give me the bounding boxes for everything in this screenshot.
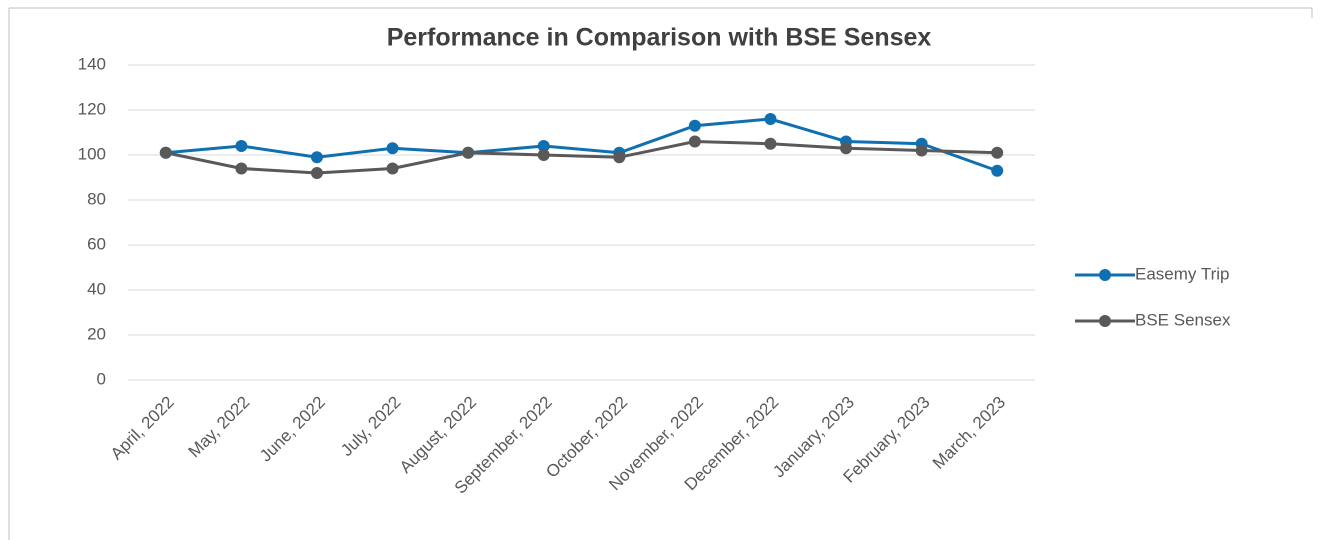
legend-marker [1099,315,1111,327]
legend-label: BSE Sensex [1135,310,1231,329]
x-tick-label: May, 2022 [185,393,254,462]
data-point [688,119,701,132]
data-point [310,151,323,164]
data-point [462,146,475,159]
y-tick-label: 100 [78,144,106,163]
x-tick-label: March, 2023 [929,393,1009,473]
data-point [386,162,399,175]
y-tick-label: 40 [87,279,106,298]
data-point [840,142,853,155]
legend-marker [1099,269,1111,281]
data-point [235,162,248,175]
data-point [537,140,550,152]
x-tick-label: June, 2022 [256,393,329,466]
x-tick-label: April, 2022 [107,393,178,464]
y-tick-label: 120 [78,99,106,118]
data-point [613,151,626,164]
y-tick-label: 80 [87,189,106,208]
legend-label: Easemy Trip [1135,264,1229,283]
data-point [537,149,550,161]
chart-title: Performance in Comparison with BSE Sense… [387,24,932,52]
data-point [235,140,248,152]
x-tick-label: July, 2022 [337,393,404,460]
data-point [764,137,777,150]
data-point [764,113,777,125]
y-tick-label: 0 [97,369,106,388]
data-point [386,142,399,155]
y-tick-label: 140 [78,54,106,73]
x-tick-label: August, 2022 [396,393,480,477]
y-tick-label: 60 [87,234,106,253]
data-point [991,146,1004,159]
series-line [165,117,998,173]
y-tick-label: 20 [87,324,106,343]
data-point [159,146,172,159]
series-line [165,139,998,175]
data-point [915,144,928,157]
data-point [991,164,1004,177]
data-point [310,167,323,179]
data-point [688,135,701,148]
